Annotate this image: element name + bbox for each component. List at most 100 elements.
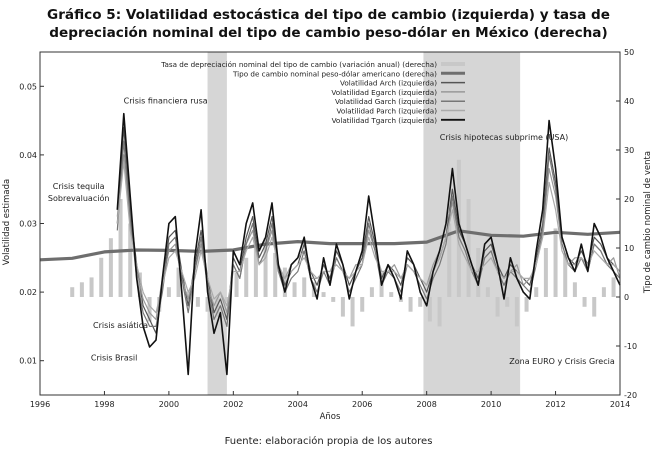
depreciation-bar [553, 228, 558, 297]
y-right-tick-label: 0 [624, 293, 629, 302]
legend-label: Volatilidad Tgarch (izquierda) [332, 116, 438, 125]
depreciation-bar [70, 287, 75, 297]
annotation-label: Crisis asiática [93, 321, 148, 330]
depreciation-bar [601, 287, 606, 297]
legend-label: Volatilidad Garch (izquierda) [335, 97, 437, 106]
exchange-rate-line [39, 229, 621, 262]
annotation-label: Crisis Brasil [91, 354, 138, 363]
x-axis-label: Años [320, 412, 341, 422]
depreciation-bar [582, 297, 587, 307]
depreciation-bar [89, 277, 94, 297]
annotation-label: Sobrevaluación [48, 193, 110, 203]
parch-line [116, 161, 621, 314]
y-right-tick-label: 30 [624, 146, 634, 155]
depreciation-bar [176, 267, 181, 297]
y-left-tick-label: 0.03 [19, 220, 37, 229]
y-right-tick-label: 50 [624, 48, 634, 57]
y-right-tick-label: 10 [624, 244, 634, 253]
annotation-label: Crisis financiera rusa [124, 96, 208, 105]
annotation-label: Crisis hipotecas subprime (USA) [440, 133, 569, 142]
depreciation-bar [418, 297, 423, 307]
legend-label: Volatilidad Egarch (izquierda) [331, 88, 437, 97]
depreciation-bar [118, 199, 123, 297]
depreciation-bar [302, 277, 307, 297]
annotations: Crisis financiera rusa Crisis tequila Sobr… [48, 96, 615, 366]
x-tick-label: 2004 [288, 400, 308, 409]
depreciation-bar [99, 257, 104, 297]
depreciation-bar [408, 297, 413, 312]
y-right-tick-label: 20 [624, 195, 634, 204]
depreciation-bar [253, 248, 258, 297]
depreciation-bar [524, 297, 529, 312]
x-tick-label: 2008 [416, 400, 436, 409]
chart-title: Gráfico 5: Volatilidad estocástica del t… [0, 6, 657, 42]
axes: 1996 1998 2000 2002 2004 2006 2008 2010 2012 2014… [19, 48, 637, 409]
chart-title-line2: depreciación nominal del tipo de cambio … [49, 25, 608, 41]
x-tick-label: 2000 [159, 400, 179, 409]
annotation-label: Crisis tequila [53, 182, 105, 191]
depreciation-bar [447, 223, 452, 297]
x-tick-label: 2006 [352, 400, 372, 409]
x-tick-label: 2002 [223, 400, 243, 409]
y-right-tick-label: 40 [624, 97, 634, 106]
depreciation-bar [543, 248, 548, 297]
depreciation-bar [108, 238, 113, 297]
y-left-tick-label: 0.05 [19, 82, 37, 91]
depreciation-bar [292, 282, 297, 297]
depreciation-bar [244, 257, 249, 297]
legend: Tasa de depreciación nominal del tipo de… [160, 60, 465, 125]
depreciation-bar [514, 297, 519, 327]
x-tick-label: 1996 [30, 400, 50, 409]
depreciation-bar [563, 252, 568, 297]
depreciation-bar [360, 297, 365, 312]
y-left-tick-label: 0.01 [19, 357, 37, 366]
y-right-tick-label: -10 [624, 342, 637, 351]
legend-label: Tipo de cambio nominal peso-dólar americ… [232, 69, 437, 78]
depreciation-bar [128, 223, 133, 297]
tgarch-line [116, 112, 621, 376]
depreciation-bar [331, 297, 336, 302]
depreciation-bar [350, 297, 355, 327]
depreciation-bar [263, 238, 268, 297]
y-axis-left-label: Volatilidad estimada [2, 179, 12, 266]
depreciation-bar [273, 252, 278, 297]
depreciation-bar [611, 277, 616, 297]
depreciation-bar [437, 297, 442, 327]
depreciation-bar [476, 248, 481, 297]
depreciation-bar [592, 297, 597, 317]
y-left-tick-label: 0.04 [19, 151, 37, 160]
x-tick-label: 2012 [545, 400, 565, 409]
depreciation-bar [534, 287, 539, 297]
y-left-tick-label: 0.02 [19, 288, 37, 297]
annotation-label: Zona EURO y Crisis Grecia [509, 357, 615, 366]
chart-title-line1: Gráfico 5: Volatilidad estocástica del t… [47, 7, 610, 23]
depreciation-bar [166, 287, 171, 297]
depreciation-bar [389, 292, 394, 297]
x-tick-label: 1998 [94, 400, 114, 409]
series-lines [39, 112, 621, 376]
x-tick-label: 2014 [610, 400, 630, 409]
depreciation-bar [466, 199, 471, 297]
y-right-tick-label: -20 [624, 391, 637, 400]
depreciation-bar [369, 287, 374, 297]
legend-label: Tasa de depreciación nominal del tipo de… [160, 60, 437, 69]
depreciation-bar [427, 297, 432, 322]
shaded-period-2 [423, 52, 521, 395]
depreciation-bar [282, 267, 287, 297]
depreciation-bar [572, 282, 577, 297]
depreciation-bar [485, 287, 490, 297]
depreciation-bar [224, 297, 229, 302]
depreciation-bar [321, 292, 326, 297]
source-note: Fuente: elaboración propia de los autore… [224, 436, 433, 447]
x-tick-label: 2010 [481, 400, 501, 409]
depreciation-bar [186, 292, 191, 297]
depreciation-bar [205, 297, 210, 312]
depreciation-bar [147, 297, 152, 322]
arch-line [116, 126, 621, 334]
depreciation-bar [495, 297, 500, 317]
y-axis-right-label: Tipo de cambio nominal de venta [643, 151, 653, 294]
depreciation-bar [505, 297, 510, 307]
depreciation-bar [79, 282, 84, 297]
depreciation-bar [234, 272, 239, 297]
